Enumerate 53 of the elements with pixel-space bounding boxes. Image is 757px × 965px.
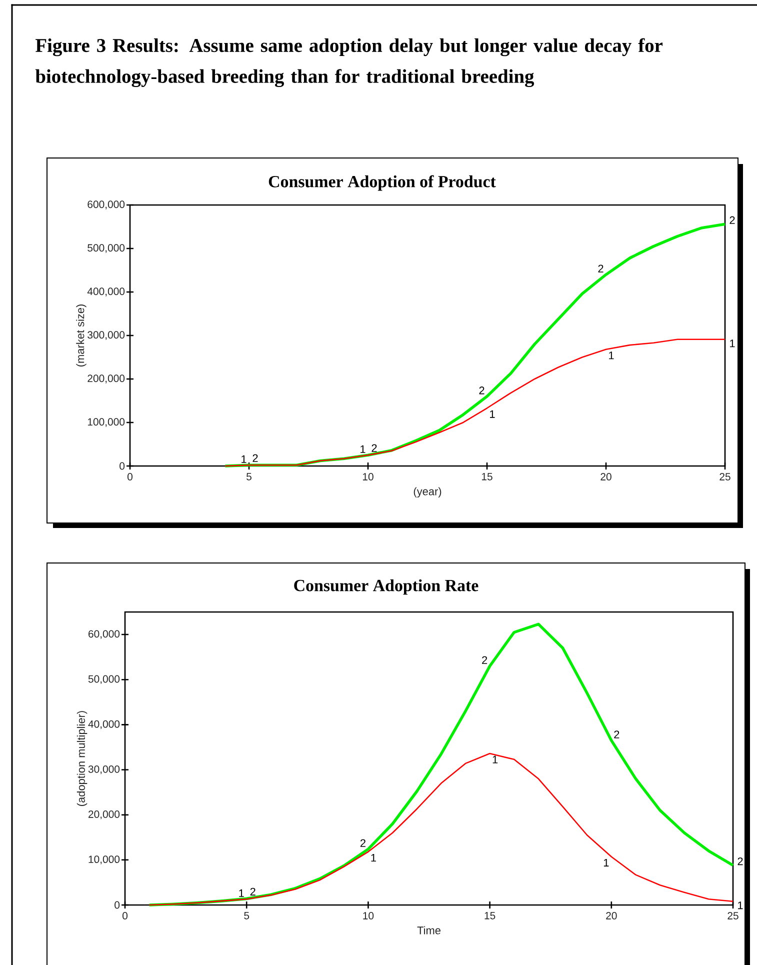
- x-tick-label: 5: [244, 912, 250, 920]
- chart-title: Consumer Adoption of Product: [268, 175, 496, 191]
- x-tick-label: 25: [728, 912, 738, 920]
- y-axis-title: (market size): [76, 304, 86, 366]
- chart-title: Consumer Adoption Rate: [294, 579, 478, 595]
- text: 1: [609, 352, 614, 360]
- x-tick-label: 5: [246, 473, 252, 480]
- series-label: 1: [492, 756, 498, 764]
- x-tick-label: 0: [127, 473, 132, 480]
- y-tick-label: 10,000: [88, 856, 120, 864]
- text: 1: [730, 340, 735, 348]
- y-tick-label: 50,000: [88, 675, 120, 684]
- text: 2: [598, 264, 604, 272]
- text: 2: [730, 216, 735, 224]
- caption: Figure 3 Results: Assume same adoption delay but longer value decay for biotechnology-based breeding than for traditional breeding: [35, 38, 663, 88]
- y-tick-label: 600,000: [88, 200, 125, 210]
- x-tick-label: 20: [600, 473, 612, 480]
- y-tick-label: 30,000: [88, 765, 120, 774]
- x-tick-label: 15: [482, 473, 492, 480]
- x-tick-label: 20: [606, 912, 617, 920]
- x-axis-title: Time: [417, 926, 440, 934]
- y-tick-label: 60,000: [88, 630, 120, 639]
- y-tick-label: 300,000: [88, 331, 125, 340]
- line-series: [148, 752, 734, 906]
- series-label: 1: [242, 455, 246, 463]
- y-tick-label: 40,000: [88, 720, 120, 730]
- text: 1: [239, 889, 244, 897]
- text: 2: [252, 454, 258, 462]
- x-axis-title: (year): [414, 487, 442, 498]
- text: 2: [360, 839, 366, 847]
- x-tick-label: 10: [363, 912, 374, 920]
- text: 1: [490, 410, 495, 418]
- y-tick-label: 500,000: [88, 244, 125, 253]
- text: 2: [738, 857, 743, 866]
- text: 2: [482, 656, 488, 664]
- text: 1: [371, 854, 376, 862]
- text: 2: [479, 386, 484, 394]
- y-tick-label: 100,000: [88, 418, 125, 427]
- series-label: 2: [250, 888, 256, 896]
- text: 1: [738, 902, 743, 910]
- y-tick-label: 0: [114, 901, 120, 909]
- text: 2: [614, 730, 620, 738]
- x-tick-label: 25: [720, 473, 730, 480]
- y-tick-label: 200,000: [88, 374, 125, 384]
- x-tick-label: 10: [362, 473, 374, 480]
- y-tick-label: 0: [120, 462, 125, 470]
- text: 1: [360, 445, 366, 453]
- x-tick-label: 15: [484, 912, 496, 920]
- y-axis-title: (adoption multiplier): [76, 711, 88, 806]
- y-tick-label: 400,000: [87, 288, 125, 296]
- series-label: 2: [372, 444, 377, 452]
- y-tick-label: 20,000: [88, 810, 120, 820]
- text: 1: [604, 858, 609, 866]
